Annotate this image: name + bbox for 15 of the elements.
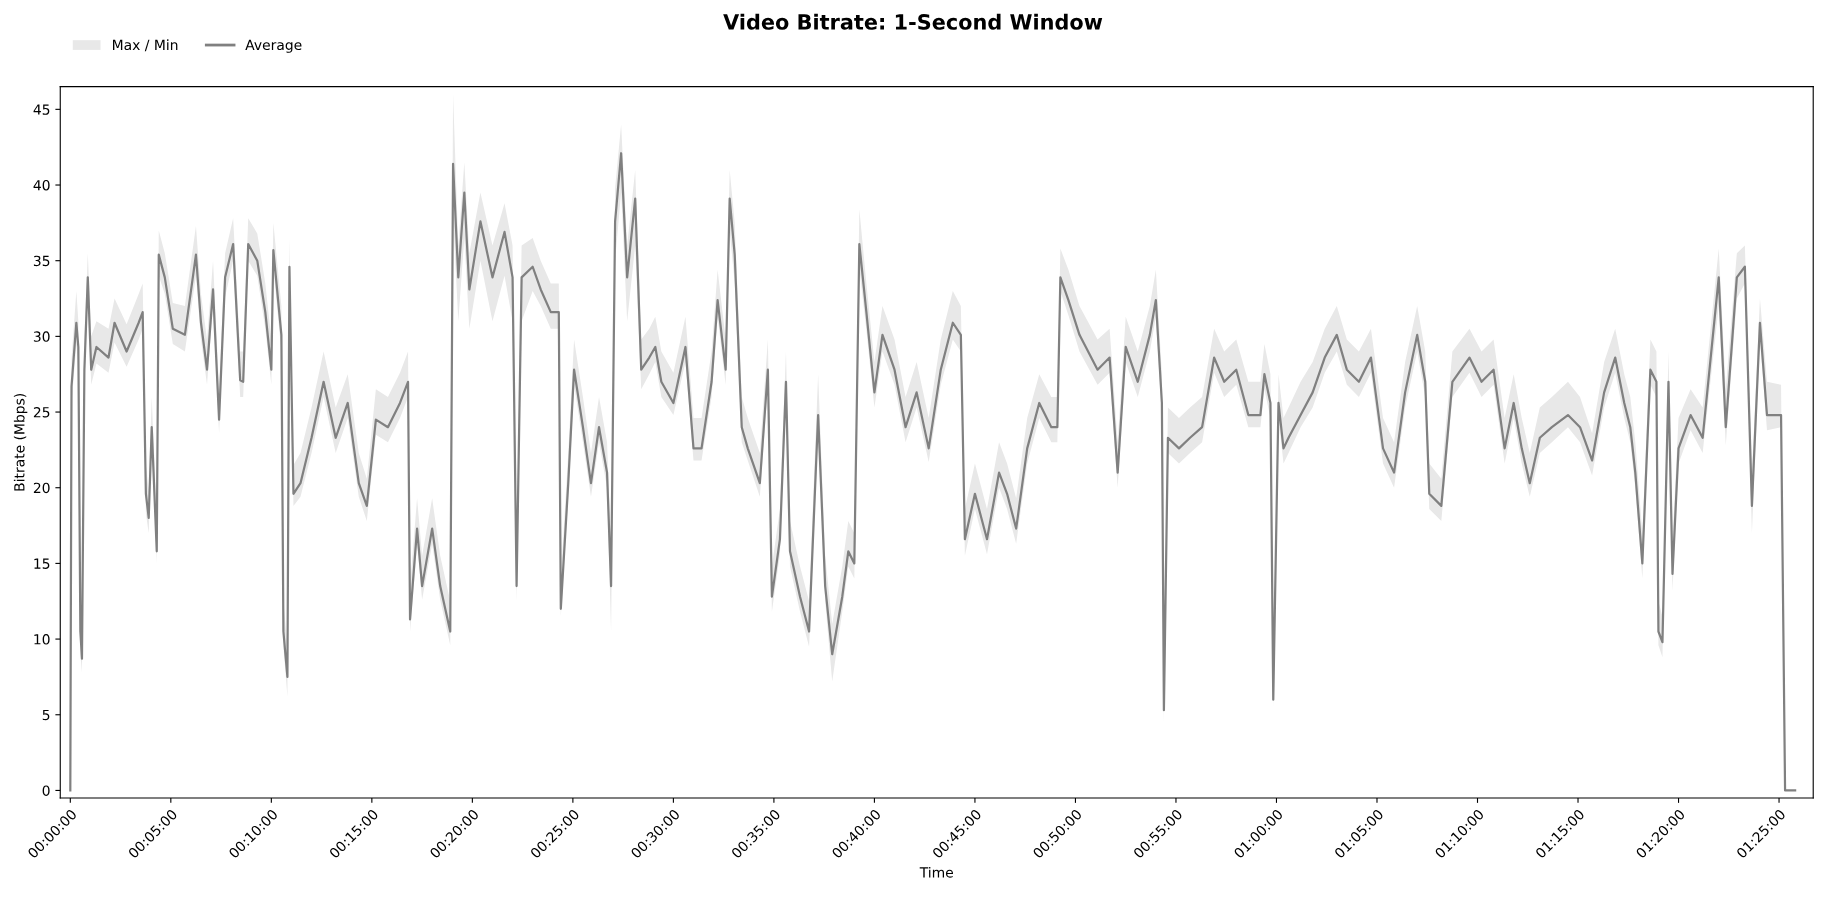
- y-tick-label: 35: [33, 255, 50, 267]
- y-tick-label: 15: [34, 558, 50, 569]
- y-tick-label: 30: [33, 331, 50, 342]
- x-axis-title: Time: [919, 866, 953, 878]
- y-tick-label: 45: [33, 104, 50, 115]
- y-tick-label: 0: [42, 785, 50, 796]
- y-tick-label: 20: [33, 482, 50, 494]
- y-axis-title: Bitrate (Mbps): [13, 393, 28, 491]
- y-tick-label: 5: [42, 709, 50, 721]
- legend-label: Max / Min: [113, 39, 178, 52]
- legend-label: Average: [245, 39, 302, 53]
- y-tick-label: 10: [34, 634, 50, 645]
- chart-title: Video Bitrate: 1-Second Window: [723, 13, 1103, 30]
- y-tick-label: 25: [33, 407, 50, 418]
- y-tick-label: 40: [33, 179, 50, 191]
